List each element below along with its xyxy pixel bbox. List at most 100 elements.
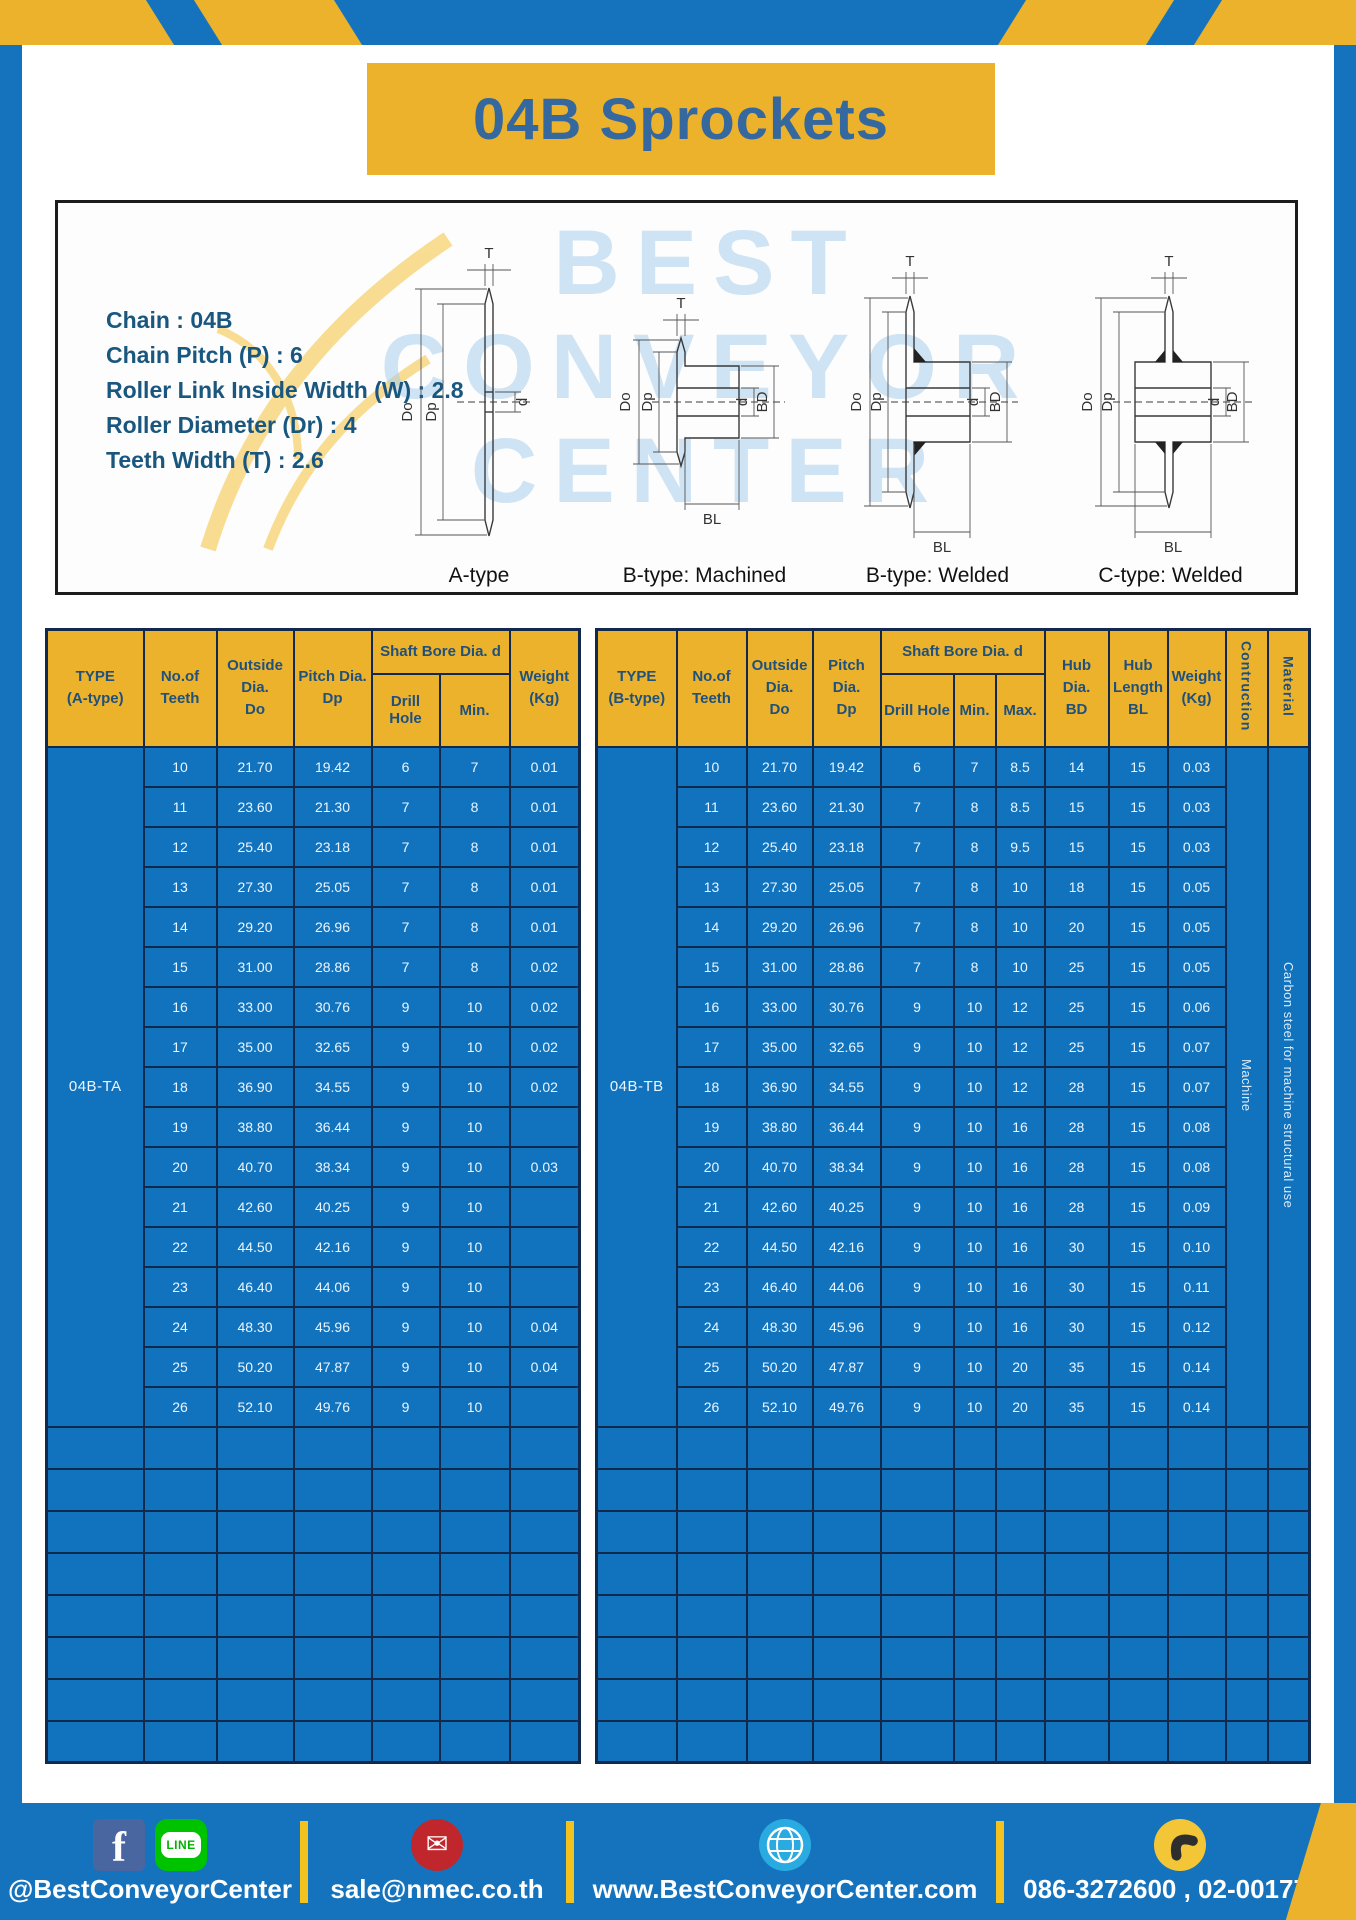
table-cell: 0.14 [1166,1385,1227,1428]
table-cell: 0.08 [1166,1105,1227,1148]
dim-bd-label: BD [754,391,771,412]
line-icon[interactable]: LINE [155,1818,207,1871]
top-right-stripe-2 [1193,0,1356,45]
social-handle[interactable]: @BestConveyorCenter [8,1873,292,1904]
table-cell [45,1551,145,1596]
table-row: 04B-TA 10 21.70 19.42 6 7 0.01 [45,745,581,1428]
table-cell: 47.87 [292,1345,373,1388]
table-cell: 25.05 [292,865,373,908]
table-cell [438,1593,511,1638]
table-cell: 9 [370,1265,441,1308]
table-row: 13 27.30 25.05 7 8 10 18 15 0.05 [597,865,1310,908]
table-cell [45,1467,145,1512]
table-cell: 14 [142,905,218,948]
table-cell: 9.5 [994,825,1046,868]
table-cell: 35 [1043,1345,1110,1388]
table-empty-row [45,1425,581,1470]
dim-dp-label: Dp [868,392,885,411]
table-cell: 10 [952,1385,997,1428]
col-header-shaft-bore: Shaft Bore Dia. d [879,628,1046,675]
table-cell [1166,1593,1227,1638]
col-header-shaft-bore: Shaft Bore Dia. d [370,628,511,675]
table-cell [45,1425,145,1470]
table-cell [1224,1593,1269,1638]
table-cell: 40.70 [745,1145,814,1188]
footer-email[interactable]: ✉ sale@nmec.co.th [308,1818,566,1905]
table-empty-row [45,1677,581,1722]
table-cell [879,1551,955,1596]
spec-line: Teeth Width (T) : 2.6 [106,447,324,473]
table-cell [508,1719,581,1764]
table-cell [745,1719,814,1764]
col-header-contruction: Contruction [1224,628,1269,748]
table-cell: 16 [675,985,748,1028]
table-cell [370,1635,441,1680]
table-cell: 8 [952,905,997,948]
table-cell: 7 [370,865,441,908]
table-cell: 29.20 [745,905,814,948]
table-cell: 28.86 [292,945,373,988]
table-cell: 15 [142,945,218,988]
table-cell: 36.90 [215,1065,295,1108]
dim-bl-label: BL [1164,539,1182,556]
table-row: 24 48.30 45.96 9 10 0.04 [47,1305,581,1348]
table-cell: 16 [994,1185,1046,1228]
col-header-hub-length: Hub Length BL [1107,628,1169,748]
table-cell: 28 [1043,1185,1110,1228]
email-address[interactable]: sale@nmec.co.th [330,1873,544,1904]
table-cell: 30 [1043,1265,1110,1308]
table-cell: 19 [142,1105,218,1148]
website-url[interactable]: www.BestConveyorCenter.com [592,1873,978,1904]
col-header-min: Min. [438,672,511,748]
table-cell: 0.03 [1166,785,1227,828]
dim-d-label: d [734,398,751,406]
table-row: 25 50.20 47.87 9 10 0.04 [47,1345,581,1388]
phone-icon[interactable] [1154,1818,1206,1871]
table-cell: 0.01 [508,905,581,948]
table-cell [45,1677,145,1722]
table-cell [292,1719,373,1764]
table-row: 15 31.00 28.86 7 8 10 25 15 0.05 [597,945,1310,988]
footer-social[interactable]: f LINE @BestConveyorCenter [0,1818,300,1905]
table-cell: 38.34 [811,1145,882,1188]
table-cell: 12 [994,1025,1046,1068]
table-cell [370,1719,441,1764]
table-cell: 15 [1107,1305,1169,1348]
table-cell: 9 [370,1145,441,1188]
table-cell [879,1677,955,1722]
table-cell: 20 [1043,905,1110,948]
table-cell [215,1635,295,1680]
table-cell [508,1185,581,1228]
table-cell [142,1509,218,1554]
footer: f LINE @BestConveyorCenter ✉ sale@nmec.c… [0,1803,1356,1920]
table-row: 12 25.40 23.18 7 8 0.01 [47,825,581,868]
table-cell: 25 [142,1345,218,1388]
table-cell [438,1635,511,1680]
sprocket-drawing-b-welded: T Do Dp d BD [848,253,1018,556]
facebook-icon[interactable]: f [93,1818,145,1871]
table-row: 23 46.40 44.06 9 10 [47,1265,581,1308]
footer-website[interactable]: www.BestConveyorCenter.com [574,1818,996,1905]
table-cell [508,1425,581,1470]
footer-phone[interactable]: 086-3272600 , 02-0017766 [1004,1818,1356,1905]
table-cell: 42.16 [811,1225,882,1268]
table-cell [811,1593,882,1638]
contruction-value: Machine [1224,745,1269,1428]
table-cell [994,1425,1046,1470]
table-cell: 10 [952,1105,997,1148]
diagram-b-type-machined: T Do Dp d BD [617,213,792,588]
col-header-max: Max. [994,672,1046,748]
table-cell: 0.04 [508,1305,581,1348]
table-cell: 40.25 [292,1185,373,1228]
table-cell [745,1425,814,1470]
table-cell: 15 [1107,825,1169,868]
table-row: 21 42.60 40.25 9 10 [47,1185,581,1228]
globe-icon[interactable] [759,1818,811,1871]
email-icon[interactable]: ✉ [411,1818,463,1871]
table-cell: 44.06 [811,1265,882,1308]
table-cell: 23.18 [292,825,373,868]
dim-d-label: d [965,398,982,406]
table-cell: 0.14 [1166,1345,1227,1388]
phone-numbers[interactable]: 086-3272600 , 02-0017766 [1023,1873,1337,1904]
